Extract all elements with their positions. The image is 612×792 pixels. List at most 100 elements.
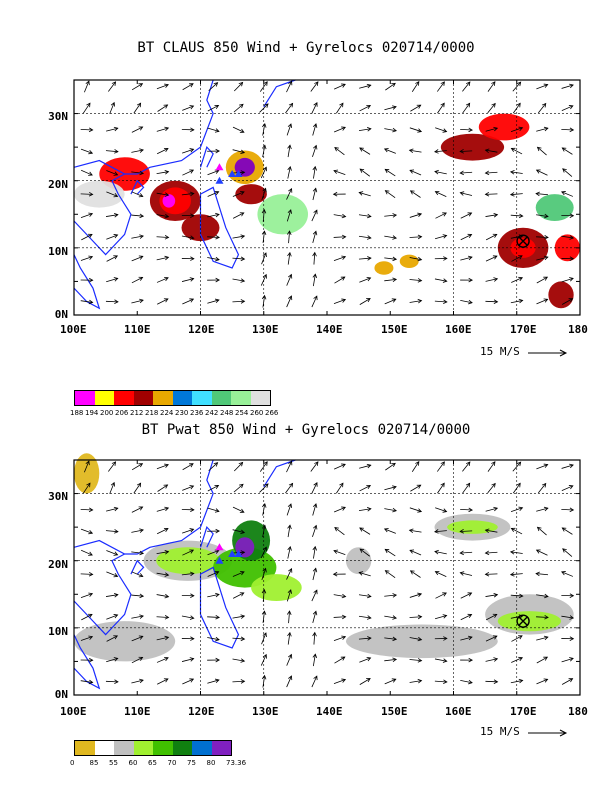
wind-arrow-head — [484, 148, 490, 153]
wind-arrow-head — [164, 549, 170, 555]
wind-arrow-shaft — [131, 83, 143, 91]
wind-arrow — [261, 588, 267, 602]
wind-arrow — [207, 127, 220, 133]
wind-arrow-shaft — [359, 678, 371, 685]
wind-arrow — [156, 572, 170, 577]
wind-arrow-head — [561, 191, 566, 196]
wind-arrow-shaft — [385, 169, 396, 177]
wind-arrow-shaft — [182, 169, 194, 176]
wind-arrow — [233, 103, 244, 113]
wind-arrow-head — [263, 461, 268, 466]
wind-arrow-shaft — [359, 485, 371, 492]
wind-arrow-head — [215, 614, 220, 620]
wind-arrow — [233, 81, 244, 92]
wind-arrow-shaft — [485, 149, 498, 153]
wind-arrow-shaft — [232, 278, 245, 282]
wind-arrow — [485, 277, 499, 282]
wind-arrow-head — [561, 571, 566, 576]
wind-arrow-head — [215, 212, 220, 218]
wind-arrow — [536, 526, 547, 536]
wind-arrow-head — [189, 169, 195, 174]
wind-arrow-head — [313, 589, 318, 595]
wind-arrow-shaft — [359, 548, 370, 557]
wind-arrow — [536, 506, 549, 512]
wind-arrow-head — [569, 127, 575, 133]
wind-arrow-head — [214, 508, 220, 513]
wind-arrow-head — [366, 656, 372, 662]
wind-arrow-head — [312, 631, 317, 637]
wind-arrow — [207, 169, 220, 176]
wind-arrow-head — [568, 485, 574, 490]
wind-arrow — [156, 126, 170, 132]
colorbar-swatch — [231, 391, 251, 405]
wind-arrow-head — [87, 613, 93, 618]
wind-arrow-shaft — [288, 231, 290, 244]
wind-arrow-shaft — [262, 145, 266, 158]
wind-arrow — [561, 105, 574, 111]
wind-arrow — [312, 631, 317, 645]
wind-arrow-head — [215, 592, 220, 598]
wind-arrow-head — [138, 126, 144, 131]
colorbar-label: 206 — [115, 409, 129, 417]
wind-arrow-shaft — [105, 530, 118, 533]
wind-arrow-shaft — [333, 170, 346, 176]
wind-arrow-shaft — [259, 461, 268, 472]
wind-arrow-shaft — [460, 192, 473, 196]
wind-arrow-head — [493, 679, 499, 684]
wind-arrow-shaft — [157, 298, 169, 305]
wind-arrow-head — [468, 679, 473, 685]
wind-arrow — [336, 482, 344, 494]
wind-arrow-shaft — [536, 616, 549, 618]
wind-arrow — [462, 461, 471, 472]
wind-arrow — [108, 81, 117, 92]
wind-arrow-head — [341, 255, 347, 260]
wind-arrow-head — [492, 233, 498, 238]
wind-arrow-head — [417, 614, 423, 620]
wind-arrow-head — [493, 299, 499, 304]
wind-arrow-shaft — [109, 102, 115, 114]
wind-arrow — [182, 463, 194, 471]
wind-arrow-head — [314, 81, 319, 86]
wind-arrow-shaft — [487, 103, 496, 114]
wind-arrow — [561, 147, 573, 155]
wind-arrow-head — [434, 529, 439, 534]
wind-arrow — [131, 571, 144, 578]
wind-arrow — [181, 615, 195, 620]
wind-arrow-shaft — [106, 191, 118, 197]
y-tick-label: 30N — [48, 490, 68, 503]
wind-arrow-head — [416, 104, 422, 109]
wind-arrow — [359, 83, 372, 89]
shading-cell — [234, 157, 255, 177]
wind-arrow-head — [392, 593, 398, 598]
wind-arrow-head — [287, 545, 292, 551]
colorbar-label: 260 — [250, 409, 264, 417]
wind-arrow-head — [366, 507, 372, 512]
wind-arrow-head — [516, 482, 521, 488]
wind-arrow-shaft — [359, 572, 371, 577]
wind-arrow — [311, 675, 318, 688]
wind-arrow-shaft — [131, 506, 143, 513]
wind-arrow-head — [491, 102, 496, 108]
wind-arrow-shaft — [260, 274, 267, 286]
wind-arrow — [232, 256, 246, 262]
wind-arrow-head — [392, 615, 397, 620]
wind-arrow — [262, 524, 267, 538]
wind-arrow — [384, 277, 398, 283]
wind-arrow-head — [434, 570, 440, 576]
wind-arrow-head — [569, 463, 574, 469]
wind-arrow-shaft — [562, 168, 573, 177]
wind-arrow — [131, 213, 145, 219]
wind-arrow — [131, 126, 144, 133]
wind-arrow — [333, 635, 347, 641]
wind-arrow-shaft — [359, 147, 371, 155]
wind-arrow-shaft — [409, 300, 422, 303]
wind-arrow-head — [442, 234, 448, 239]
wind-arrow-head — [263, 81, 268, 86]
wind-arrow-shaft — [131, 299, 144, 304]
wind-arrow — [232, 278, 246, 283]
wind-arrow-head — [569, 615, 575, 620]
wind-arrow-shaft — [207, 571, 219, 577]
wind-arrow-shaft — [232, 257, 245, 260]
wind-arrow — [207, 277, 220, 283]
wind-arrow — [409, 592, 423, 598]
